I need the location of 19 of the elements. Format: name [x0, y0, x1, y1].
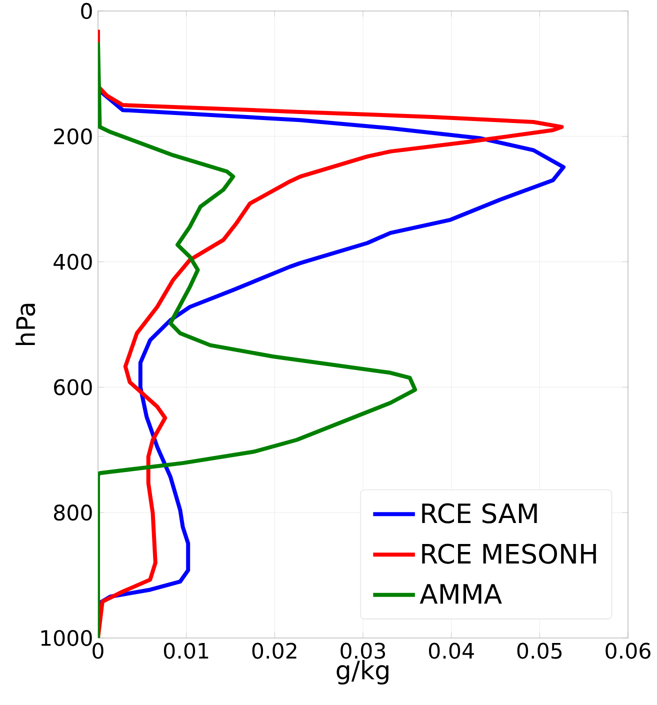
x-tick-label: 0.02 [252, 642, 296, 659]
x-tick-label: 0.05 [517, 642, 562, 659]
x-axis-title: g/kg [336, 660, 388, 685]
x-tick-label: 0.04 [428, 642, 474, 659]
y-tick-label: 400 [54, 254, 92, 270]
line-series [98, 40, 418, 638]
y-tick-label: 1000 [41, 630, 92, 646]
y-tick-label: 800 [54, 504, 92, 521]
x-tick-label: 0.03 [340, 642, 386, 659]
y-axis-title: hPa [16, 304, 36, 346]
legend-label: AMMA [420, 584, 502, 604]
x-tick-label: 0.01 [164, 642, 208, 659]
x-tick-label: 0 [92, 642, 104, 659]
y-tick-label: 0 [81, 2, 92, 20]
x-tick-label: 0.06 [606, 642, 650, 659]
legend-label: RCE MESONH [422, 544, 596, 564]
y-tick-label: 600 [54, 379, 92, 396]
y-tick-label: 200 [54, 128, 92, 144]
legend-label: RCE SAM [422, 503, 537, 524]
